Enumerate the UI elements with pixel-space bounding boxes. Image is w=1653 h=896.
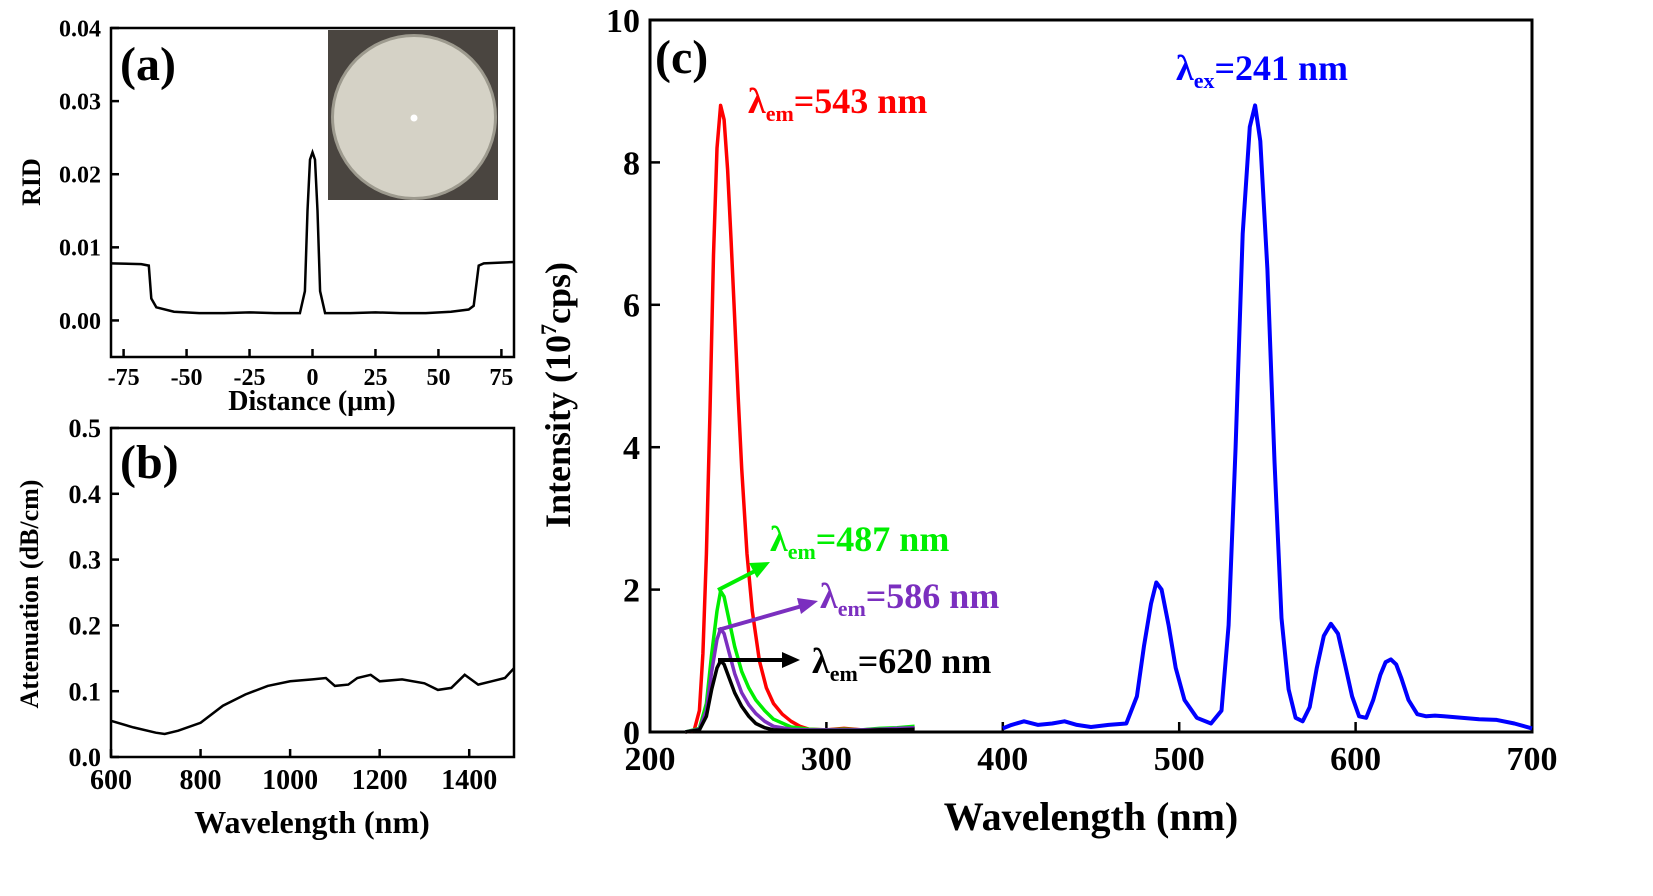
y-tick-label: 0.5: [69, 414, 102, 443]
annotation-em543: λem=543 nm: [748, 81, 927, 126]
arrow-620-head: [782, 652, 800, 668]
fiber-cross-section-inset: [328, 30, 498, 200]
x-tick-label: 500: [1154, 741, 1205, 778]
y-tick-label: 8: [623, 145, 640, 182]
y-tick-label: 0.3: [69, 546, 102, 575]
panel-c-ylabel: Intensity (107cps): [536, 262, 578, 528]
panel-c-ticks: 200 300 400 500 600 700 0 2 4 6 8 10: [606, 3, 1558, 778]
x-tick-label: 0: [307, 365, 319, 391]
y-tick-label: 0.03: [59, 90, 101, 116]
panel-a-ticks: -75 -50 -25 0 25 50 75 0.00 0.01 0.02 0.03 0.04: [59, 16, 513, 391]
arrow-586-line: [717, 604, 803, 632]
y-tick-label: 0.04: [59, 16, 101, 42]
x-tick-label: 75: [489, 365, 513, 391]
arrow-487-line: [717, 568, 758, 592]
panel-c: 200 300 400 500 600 700 0 2 4 6 8 10 (c) λex=241 nm…: [536, 3, 1558, 839]
y-tick-label: 0.1: [69, 677, 102, 706]
panel-a-xlabel: Distance (μm): [228, 386, 396, 417]
panel-a-ylabel: RID: [17, 158, 46, 206]
series-ex241-curve: [1002, 103, 1533, 731]
x-tick-label: -25: [234, 365, 266, 391]
y-tick-label: 0: [623, 715, 640, 752]
panel-b-xlabel: Wavelength (nm): [194, 804, 430, 840]
arrow-487-head: [749, 562, 770, 578]
annotation-em487: λem=487 nm: [770, 519, 949, 564]
y-tick-label: 10: [606, 3, 640, 40]
panel-c-xlabel: Wavelength (nm): [944, 794, 1238, 839]
annotation-em586: λem=586 nm: [820, 576, 999, 621]
x-tick-label: -75: [108, 365, 140, 391]
panel-b-frame: [109, 426, 516, 759]
annotation-em620: λem=620 nm: [812, 641, 991, 686]
x-tick-label: 50: [426, 365, 450, 391]
panel-b: 600 800 1000 1200 1400 0.0 0.1 0.2 0.3 0.4 0.5 (b)…: [15, 414, 516, 840]
x-tick-label: 300: [801, 741, 852, 778]
panel-c-label: (c): [655, 31, 708, 84]
annotation-ex241: λex=241 nm: [1176, 48, 1348, 93]
annotation-arrows: [717, 562, 818, 668]
panel-c-frame: [648, 18, 1534, 734]
x-tick-label: 1400: [441, 765, 497, 796]
y-tick-label: 2: [623, 573, 640, 610]
x-tick-label: 200: [625, 741, 676, 778]
x-tick-label: 600: [90, 765, 132, 796]
x-tick-label: 800: [180, 765, 222, 796]
panel-b-label: (b): [120, 436, 179, 489]
inset-fiber-core: [410, 114, 418, 122]
x-tick-label: 400: [977, 741, 1028, 778]
x-tick-label: 700: [1507, 741, 1558, 778]
panel-b-ticks: 600 800 1000 1200 1400 0.0 0.1 0.2 0.3 0.4 0.5: [69, 414, 498, 796]
panel-a-rid-curve: [110, 148, 515, 315]
y-tick-label: 0.00: [59, 309, 101, 335]
x-tick-label: 25: [363, 365, 387, 391]
x-tick-label: -50: [171, 365, 203, 391]
y-tick-label: 4: [623, 430, 640, 467]
panel-b-ylabel: Attenuation (dB/cm): [15, 480, 44, 709]
y-tick-label: 0.4: [69, 480, 102, 509]
panel-a: -75 -50 -25 0 25 50 75 0.00 0.01 0.02 0.03 0.04 (a)…: [17, 16, 516, 417]
x-tick-label: 1200: [352, 765, 408, 796]
y-tick-label: 6: [623, 288, 640, 325]
x-tick-label: 1000: [262, 765, 318, 796]
series-em620-curve: [685, 659, 915, 734]
x-tick-label: 600: [1330, 741, 1381, 778]
panel-b-attenuation-curve: [110, 667, 515, 736]
series-em543-curve: [685, 103, 915, 734]
y-tick-label: 0.01: [59, 236, 101, 262]
arrow-586-head: [797, 598, 818, 614]
panel-a-label: (a): [120, 38, 176, 91]
y-tick-label: 0.02: [59, 163, 101, 189]
y-tick-label: 0.2: [69, 612, 102, 641]
y-tick-label: 0.0: [69, 743, 102, 772]
